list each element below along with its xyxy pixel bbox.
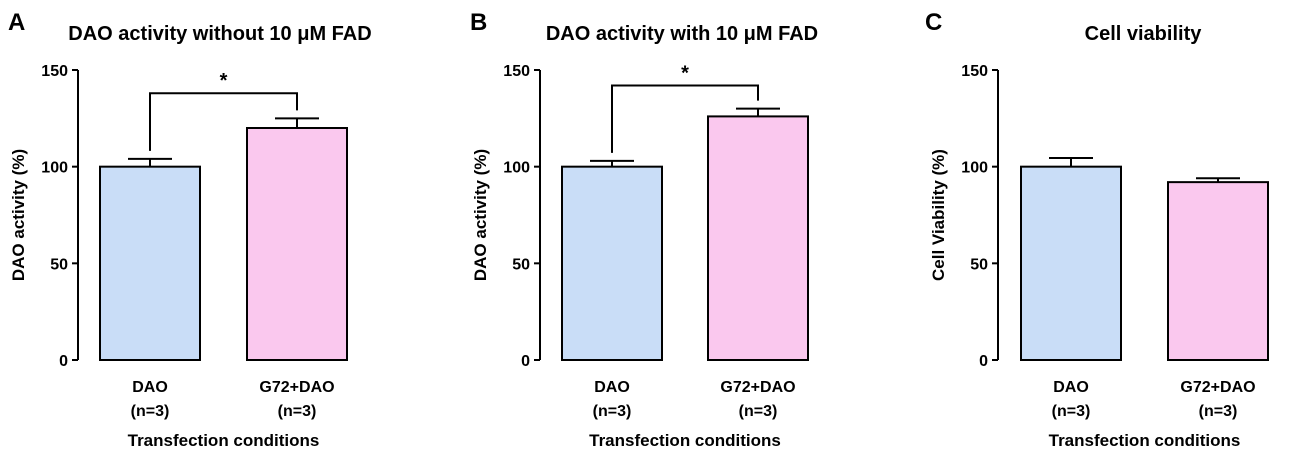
chart-title: Cell viability	[1085, 23, 1203, 45]
x-category-label: DAO	[1053, 379, 1089, 396]
x-category-label: DAO	[594, 379, 630, 396]
y-tick-label: 150	[961, 63, 988, 80]
y-axis-label: Cell Viability (%)	[929, 149, 948, 281]
y-tick-label: 0	[59, 353, 68, 370]
y-tick-label: 150	[503, 63, 530, 80]
y-tick-label: 50	[512, 256, 530, 273]
x-category-label: DAO	[132, 379, 168, 396]
chart-title: DAO activity without 10 μM FAD	[68, 23, 371, 45]
panel-letter: A	[8, 9, 25, 36]
panel-letter: C	[925, 9, 942, 36]
y-tick-label: 50	[970, 256, 988, 273]
bar-2	[1167, 181, 1269, 361]
significance-star: *	[220, 70, 228, 92]
y-axis-label: DAO activity (%)	[9, 149, 28, 281]
bar-1	[1020, 165, 1122, 361]
y-tick-label: 100	[503, 160, 530, 177]
y-tick-label: 50	[50, 256, 68, 273]
chart-panel-a: A DAO activity without 10 μM FAD 0 50 100 150…	[8, 9, 372, 450]
x-axis-label: Transfection conditions	[128, 431, 320, 450]
bar-1	[99, 165, 201, 361]
bar-2	[707, 115, 809, 362]
x-category-label: (n=3)	[593, 403, 632, 420]
chart-title: DAO activity with 10 μM FAD	[546, 23, 818, 45]
x-category-label: G72+DAO	[259, 379, 334, 396]
chart-panel-b: B DAO activity with 10 μM FAD 0 50 100 150 DAO…	[470, 9, 818, 450]
y-tick-label: 0	[521, 353, 530, 370]
x-category-label: (n=3)	[739, 403, 778, 420]
significance-bracket	[149, 92, 298, 151]
x-axis-label: Transfection conditions	[589, 431, 781, 450]
x-category-label: G72+DAO	[1180, 379, 1255, 396]
y-tick-label: 0	[979, 353, 988, 370]
y-tick-label: 100	[961, 160, 988, 177]
significance-bracket	[611, 84, 759, 153]
x-category-label: (n=3)	[1052, 403, 1091, 420]
x-category-label: (n=3)	[1199, 403, 1238, 420]
y-tick-label: 150	[41, 63, 68, 80]
x-category-label: (n=3)	[131, 403, 170, 420]
y-tick-label: 100	[41, 160, 68, 177]
x-category-label: G72+DAO	[720, 379, 795, 396]
panel-letter: B	[470, 9, 487, 36]
x-category-label: (n=3)	[278, 403, 317, 420]
significance-star: *	[681, 62, 689, 84]
x-axis-label: Transfection conditions	[1049, 431, 1241, 450]
bar-2	[246, 127, 348, 361]
chart-panel-c: C Cell viability 0 50 100 150 Cell Viability (…	[925, 9, 1269, 450]
bar-1	[561, 165, 663, 361]
y-axis-label: DAO activity (%)	[471, 149, 490, 281]
